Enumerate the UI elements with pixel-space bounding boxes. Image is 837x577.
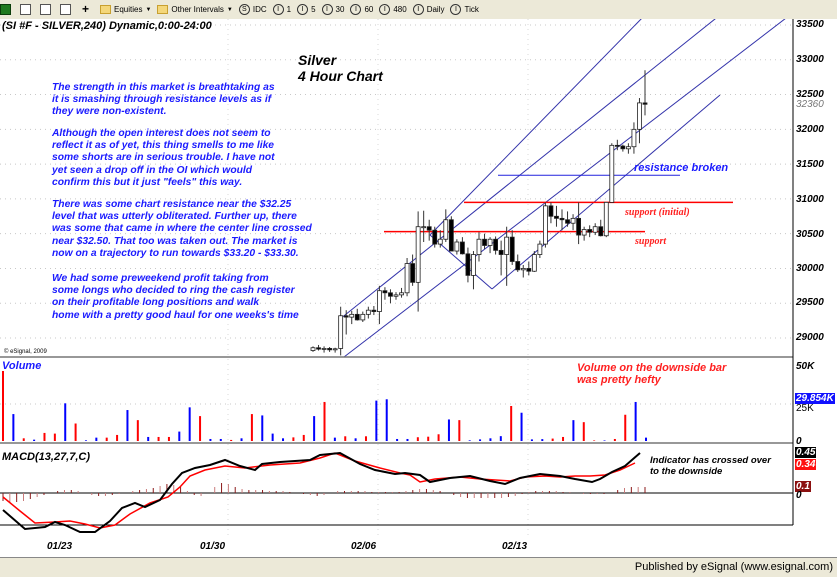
chart-title: Silver 4 Hour Chart xyxy=(298,52,383,84)
annotation-paragraph-1: The strength in this market is breathtak… xyxy=(52,82,275,118)
volume-label: Volume xyxy=(2,360,42,372)
toolbar-item-label: Daily xyxy=(426,5,445,14)
toolbar-item-label: 480 xyxy=(393,5,407,14)
copy-icon xyxy=(40,4,51,15)
i-circle-icon: I xyxy=(412,4,424,15)
date-tick-0206: 02/06 xyxy=(351,541,377,552)
price-tick-31500: 31500 xyxy=(796,159,824,170)
price-tick-30500: 30500 xyxy=(796,229,824,240)
toolbar-item-label: Other Intervals xyxy=(171,5,224,14)
i-circle-icon: I xyxy=(379,4,391,15)
toolbar-item-other-intervals[interactable]: Other Intervals ▼ xyxy=(157,5,233,14)
toolbar-item-480[interactable]: I 480 xyxy=(379,4,407,15)
volume-last-tag: 29.854K xyxy=(795,393,835,404)
price-tick-32500: 32500 xyxy=(796,89,824,100)
toolbar-item-label: Equities xyxy=(114,5,143,14)
price-tick-33500: 33500 xyxy=(796,19,824,30)
toolbar-item-2[interactable] xyxy=(40,4,54,15)
toolbar-item-label: Tick xyxy=(464,5,479,14)
s-circle-icon: S xyxy=(238,4,250,15)
annotation-paragraph-4: We had some preweekend profit taking fro… xyxy=(52,273,299,321)
date-tick-0213: 02/13 xyxy=(502,541,528,552)
chart-layout-icon xyxy=(0,4,11,15)
chart-area: (SI #F - SILVER,240) Dynamic,0:00-24:00 … xyxy=(0,19,837,557)
toolbar-item-3[interactable] xyxy=(60,4,74,15)
toolbar-item-30[interactable]: I 30 xyxy=(321,4,345,15)
chart-title-line1: Silver xyxy=(298,52,337,68)
annotation-paragraph-3: There was some chart resistance near the… xyxy=(52,199,312,259)
i-circle-icon: I xyxy=(272,4,284,15)
chart-canvas[interactable] xyxy=(0,19,837,557)
signal-last-tag: 0.34 xyxy=(795,459,817,470)
volume-tick-50k: 50K xyxy=(796,361,815,372)
chart-title-line2: 4 Hour Chart xyxy=(298,68,383,84)
i-circle-icon: I xyxy=(350,4,362,15)
histogram-last-tag: 0.1 xyxy=(795,481,811,492)
volume-tick-25k: 25K xyxy=(796,403,814,414)
toolbar-item-daily[interactable]: I Daily xyxy=(412,4,445,15)
macd-tick-0: 0 xyxy=(796,490,802,501)
volume-tick-0: 0 xyxy=(796,436,802,447)
volume-note: Volume on the downside bar was pretty hef… xyxy=(577,362,727,386)
chevron-down-icon: ▼ xyxy=(226,6,233,13)
i-circle-icon: I xyxy=(321,4,333,15)
price-tick-29500: 29500 xyxy=(796,297,824,308)
toolbar-item-0[interactable] xyxy=(0,4,14,15)
footer-bar: Published by eSignal (www.esignal.com) xyxy=(0,557,837,577)
price-tick-29000: 29000 xyxy=(796,332,824,343)
toolbar-item-label: IDC xyxy=(252,5,267,14)
plus-icon: + xyxy=(81,2,89,16)
date-tick-0123: 01/23 xyxy=(47,541,73,552)
toolbar-item-label: 60 xyxy=(364,5,374,14)
toolbar-item-1[interactable] xyxy=(20,4,34,15)
grid-icon xyxy=(20,4,31,15)
chart-header: (SI #F - SILVER,240) Dynamic,0:00-24:00 xyxy=(2,20,212,32)
price-tick-31000: 31000 xyxy=(796,194,824,205)
toolbar-item-label: 30 xyxy=(335,5,345,14)
annotation-paragraph-2: Although the open interest does not seem… xyxy=(52,128,275,188)
price-tick-30000: 30000 xyxy=(796,263,824,274)
toolbar-item-label: 1 xyxy=(286,5,292,14)
folder-icon xyxy=(100,5,111,14)
resistance-broken-label: resistance broken xyxy=(634,162,729,174)
toolbar-item-idc[interactable]: S IDC xyxy=(238,4,267,15)
chevron-down-icon: ▼ xyxy=(145,6,152,13)
copyright: © eSignal, 2009 xyxy=(4,349,47,355)
support-initial-label: support (initial) xyxy=(625,207,690,218)
toolbar-item-equities[interactable]: Equities ▼ xyxy=(100,5,151,14)
last-price-label: 32360 xyxy=(796,99,824,110)
toolbar: + Equities ▼ Other Intervals ▼ S IDC I 1 I 5 I 30 I 60… xyxy=(0,0,837,20)
price-tick-33000: 33000 xyxy=(796,54,824,65)
toolbar-item-tick[interactable]: I Tick xyxy=(450,4,479,15)
toolbar-item-label: 5 xyxy=(311,5,316,14)
macd-last-tag: 0.45 xyxy=(795,447,817,458)
toolbar-item-60[interactable]: I 60 xyxy=(350,4,373,15)
macd-label: MACD(13,27,7,C) xyxy=(2,451,91,463)
toolbar-item--[interactable]: + xyxy=(80,2,94,16)
macd-note: Indicator has crossed over to the downsid… xyxy=(650,455,771,477)
price-tick-32000: 32000 xyxy=(796,124,824,135)
i-circle-icon: I xyxy=(450,4,462,15)
i-circle-icon: I xyxy=(297,4,309,15)
support-label: support xyxy=(635,236,667,247)
folder-icon xyxy=(157,5,169,14)
footer-credit: Published by eSignal (www.esignal.com) xyxy=(634,561,833,573)
properties-icon xyxy=(60,4,71,15)
date-tick-0130: 01/30 xyxy=(200,541,226,552)
